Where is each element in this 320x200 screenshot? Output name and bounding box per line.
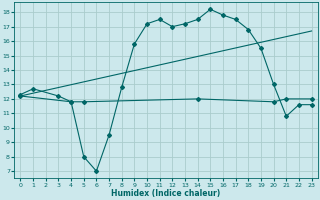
X-axis label: Humidex (Indice chaleur): Humidex (Indice chaleur)	[111, 189, 221, 198]
